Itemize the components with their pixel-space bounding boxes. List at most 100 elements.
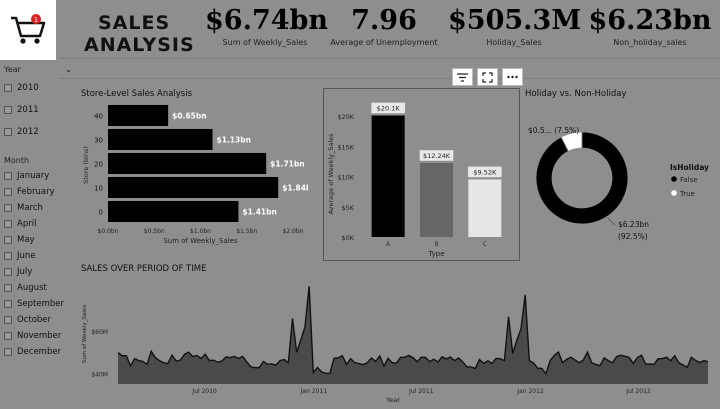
- page-title-line1: SALES: [98, 12, 171, 34]
- x-tick-label: $0.5bn: [144, 228, 165, 235]
- slice-label: $0.5... (7.5%): [528, 126, 579, 135]
- cart-badge: 1: [34, 16, 38, 24]
- data-label: $1.41bn: [242, 208, 276, 217]
- y-tick-label: 40: [94, 113, 103, 121]
- checkbox[interactable]: [4, 84, 12, 92]
- year-option[interactable]: 2010: [4, 80, 72, 96]
- divider: [60, 58, 720, 59]
- leader-line: [607, 217, 616, 226]
- y-tick-label: $20K: [337, 113, 354, 121]
- y-tick-label: $0K: [341, 234, 354, 242]
- chevron-down-icon[interactable]: ⌄: [65, 65, 72, 74]
- month-option[interactable]: April: [4, 216, 80, 232]
- y-tick-label: 0: [99, 209, 103, 217]
- checkbox[interactable]: [4, 220, 12, 228]
- checkbox[interactable]: [4, 316, 12, 324]
- x-axis-title: Type: [427, 250, 444, 258]
- kpi-card-non-holiday-sales: $6.23bn Non_holiday_sales: [586, 6, 714, 48]
- month-option[interactable]: September: [4, 296, 80, 312]
- data-label-box: [370, 102, 406, 114]
- holiday-donut-chart[interactable]: $0.5... (7.5%) $6.23bn (92.5%) IsHoliday Fal…: [520, 100, 720, 260]
- kpi-value: $6.74bn: [205, 5, 329, 36]
- kpi-card-sales: $6.74bn Sum of Weekly_Sales: [205, 5, 329, 48]
- shopping-cart-icon: 1: [11, 14, 46, 44]
- month-option[interactable]: July: [4, 264, 80, 280]
- focus-mode-button[interactable]: [477, 68, 498, 86]
- data-label: $1.71bn: [270, 160, 304, 169]
- legend-marker: [671, 190, 677, 196]
- x-tick-label: Jul 2011: [408, 388, 434, 395]
- divider: [60, 78, 720, 79]
- x-tick-label: C: [483, 241, 487, 248]
- type-sales-bar-chart[interactable]: $0K $5K $10K $15K $20K $20.1K A $12.24K B $9.52K C…: [324, 89, 519, 260]
- month-option[interactable]: June: [4, 248, 80, 264]
- month-slicer[interactable]: Month January February March April May June Ju…: [4, 156, 80, 360]
- x-tick-label: $1.5bn: [236, 228, 257, 235]
- month-option[interactable]: December: [4, 344, 80, 360]
- kpi-label: Average of Unemployment: [330, 38, 438, 47]
- checkbox[interactable]: [4, 332, 12, 340]
- data-label: $1.13bn: [217, 136, 251, 145]
- series-line: [117, 286, 709, 376]
- checkbox[interactable]: [4, 204, 12, 212]
- store-sales-bar-chart[interactable]: 40 $0.65bn 30 $1.13bn 20 $1.71bn 10 $1.84bn 0 $1.…: [78, 100, 308, 260]
- type-chart-panel[interactable]: $0K $5K $10K $15K $20K $20.1K A $12.24K B $9.52K C…: [323, 88, 520, 261]
- x-tick-label: Jul 2012: [625, 388, 651, 395]
- page-title-line2: ANALYSIS: [84, 34, 195, 56]
- checkbox[interactable]: [4, 348, 12, 356]
- store-chart-title: Store-Level Sales Analysis: [81, 89, 193, 99]
- year-option[interactable]: 2012: [4, 124, 72, 140]
- year-option[interactable]: 2011: [4, 102, 72, 118]
- more-options-button[interactable]: [502, 68, 523, 86]
- month-option[interactable]: March: [4, 200, 80, 216]
- bar: [108, 201, 239, 222]
- kpi-label: Non_holiday_sales: [613, 38, 687, 47]
- checkbox[interactable]: [4, 188, 12, 196]
- checkbox[interactable]: [4, 106, 12, 114]
- checkbox[interactable]: [4, 236, 12, 244]
- bar: [420, 163, 453, 237]
- year-slicer[interactable]: Year ⌄ 2010 2011 2012: [4, 65, 72, 140]
- checkbox[interactable]: [4, 128, 12, 136]
- month-option[interactable]: January: [4, 168, 80, 184]
- focus-mode-icon: [482, 71, 493, 83]
- legend-title: IsHoliday: [670, 163, 709, 172]
- data-label-box: [467, 166, 503, 178]
- month-option[interactable]: August: [4, 280, 80, 296]
- y-tick-label: $5K: [341, 204, 354, 212]
- kpi-value: $505.3M: [448, 5, 582, 36]
- more-options-icon: [507, 75, 518, 79]
- bar: [108, 105, 169, 126]
- month-option[interactable]: May: [4, 232, 80, 248]
- bar: [468, 179, 502, 237]
- data-label: $0.65bn: [172, 112, 206, 121]
- legend-marker: [671, 176, 677, 182]
- checkbox[interactable]: [4, 284, 12, 292]
- filter-button[interactable]: [452, 68, 473, 86]
- y-axis-title: Sum of Weekly_Sales: [82, 305, 88, 364]
- data-label: $1.84bn: [282, 184, 308, 193]
- y-axis-title: Store (bins): [82, 146, 90, 184]
- filter-icon: [457, 72, 468, 82]
- y-tick-label: $60M: [91, 329, 108, 336]
- month-option[interactable]: February: [4, 184, 80, 200]
- bar: [108, 129, 213, 150]
- x-tick-label: $2.0bn: [283, 228, 304, 235]
- month-option[interactable]: October: [4, 312, 80, 328]
- x-tick-label: $1.0bn: [190, 228, 211, 235]
- kpi-card-holiday-sales: $505.3M Holiday_Sales: [448, 5, 582, 48]
- time-chart-title: SALES OVER PERIOD OF TIME: [81, 264, 207, 274]
- sales-over-time-area-chart[interactable]: $40M $60M Jul 2010 Jan 2011 Jul 2011 Jan 2012…: [78, 276, 718, 404]
- slice-label: $6.23bn: [618, 220, 649, 229]
- holiday-chart-title: Holiday vs. Non-Holiday: [525, 89, 627, 99]
- month-option[interactable]: November: [4, 328, 80, 344]
- checkbox[interactable]: [4, 268, 12, 276]
- checkbox[interactable]: [4, 300, 12, 308]
- checkbox[interactable]: [4, 172, 12, 180]
- kpi-card-unemployment: 7.96 Average of Unemployment: [325, 6, 443, 48]
- legend-label: False: [680, 176, 698, 184]
- y-tick-label: 10: [94, 185, 103, 193]
- checkbox[interactable]: [4, 252, 12, 260]
- x-axis-title: Year: [385, 396, 400, 404]
- bar: [371, 115, 405, 237]
